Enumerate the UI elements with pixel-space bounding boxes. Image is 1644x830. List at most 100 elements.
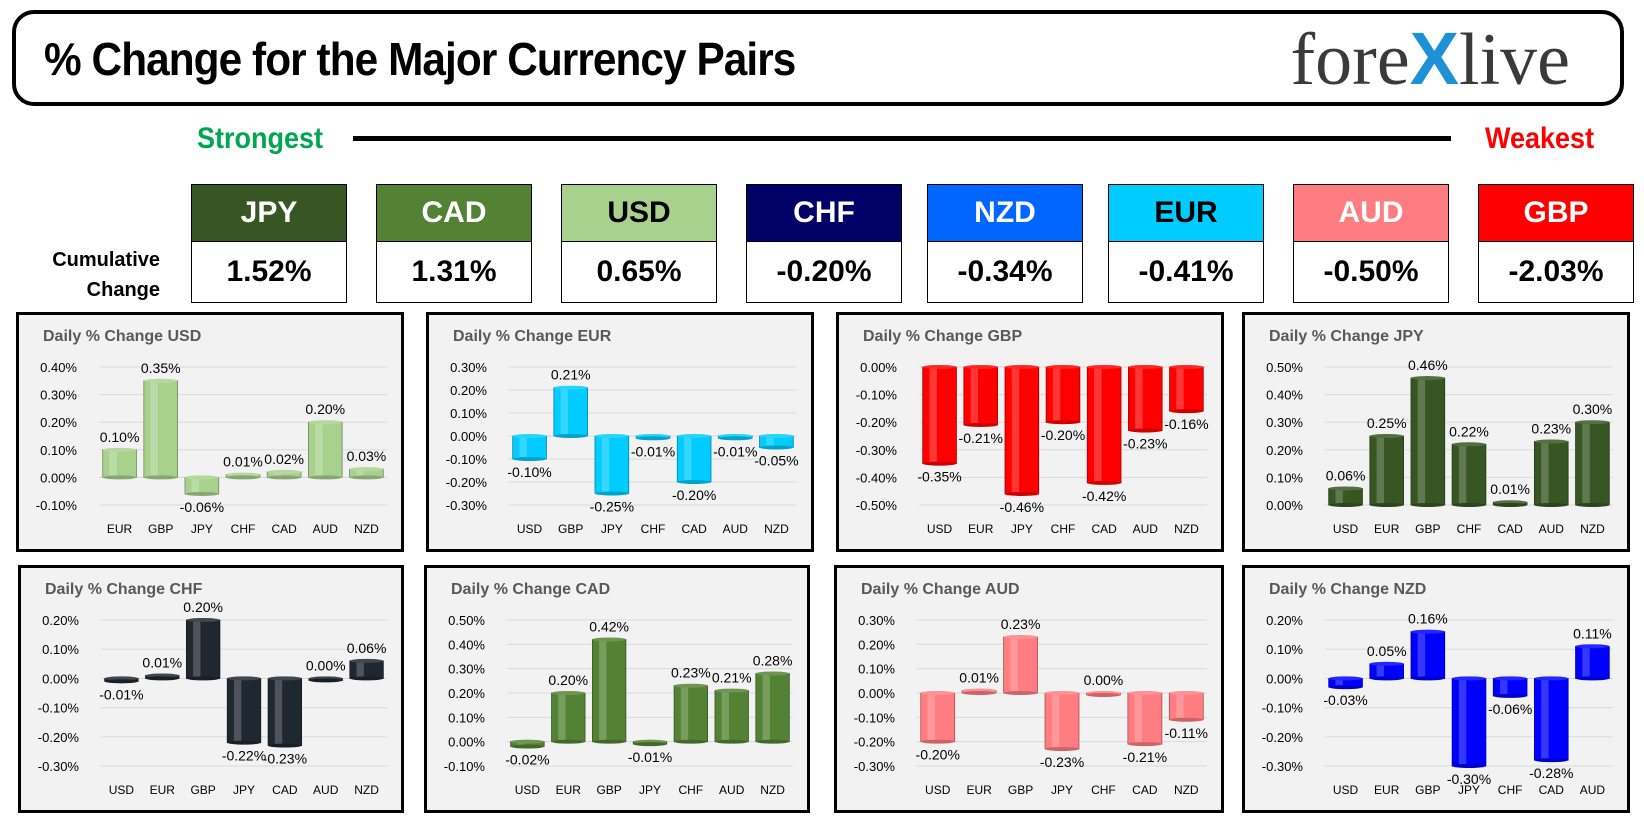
chart-panel-aud: Daily % Change AUD -0.30% -0.20% -0.10% 0.00… (834, 565, 1224, 813)
bar-nzd (1168, 691, 1204, 722)
y-tick-label: 0.20% (40, 415, 77, 430)
data-label: -0.30% (1447, 771, 1491, 787)
data-label: -0.20% (916, 747, 960, 763)
bar-nzd (1169, 365, 1204, 414)
x-tick-label: EUR (1374, 783, 1400, 797)
bar-cad (1127, 691, 1163, 747)
x-tick-label: USD (927, 522, 953, 536)
data-label: 0.46% (1408, 357, 1448, 373)
data-label: 0.01% (1490, 481, 1530, 497)
x-tick-label: AUD (723, 522, 749, 536)
y-tick-label: 0.10% (1266, 642, 1303, 657)
data-label: -0.20% (672, 487, 716, 503)
bar-gbp (185, 618, 221, 681)
currency-code: GBP (1479, 185, 1633, 242)
page-title: % Change for the Major Currency Pairs (44, 33, 796, 85)
currency-code: JPY (192, 185, 346, 242)
x-tick-label: USD (109, 783, 135, 797)
bar-chf (225, 472, 261, 480)
currency-box-nzd: NZD -0.34% (927, 184, 1083, 303)
y-tick-label: 0.50% (448, 613, 485, 628)
y-tick-label: 0.30% (1266, 415, 1303, 430)
y-tick-label: 0.00% (860, 360, 897, 375)
y-tick-label: -0.50% (856, 498, 898, 513)
x-tick-label: AUD (313, 522, 339, 536)
data-label: 0.11% (1573, 625, 1612, 641)
bar-cad (266, 469, 302, 480)
bar-jpy (184, 475, 220, 496)
data-label: -0.46% (1000, 499, 1044, 515)
data-label: 0.10% (100, 429, 140, 445)
bar-aud (1128, 365, 1163, 433)
data-label: 0.06% (1326, 467, 1366, 483)
y-tick-label: 0.20% (448, 686, 485, 701)
y-tick-label: 0.30% (40, 388, 77, 403)
bar-usd (104, 676, 139, 684)
data-label: -0.23% (1123, 435, 1167, 451)
chart-panel-usd: Daily % Change USD -0.10% 0.00% 0.10% 0.20% 0… (16, 312, 404, 552)
x-tick-label: NZD (1580, 522, 1605, 536)
data-label: 0.01% (959, 670, 999, 686)
y-tick-label: -0.10% (446, 452, 488, 467)
bar-gbp (591, 637, 627, 744)
y-tick-label: 0.40% (1266, 388, 1303, 403)
bar-chart: Daily % Change NZD -0.30% -0.20% -0.10% 0.00… (1262, 581, 1613, 797)
x-tick-label: JPY (1011, 522, 1033, 536)
data-label: 0.30% (1573, 401, 1613, 417)
data-label: 0.01% (142, 654, 182, 670)
x-tick-label: USD (517, 522, 543, 536)
x-tick-label: USD (1333, 522, 1359, 536)
y-tick-label: 0.00% (1266, 498, 1303, 513)
cumulative-change-label: Cumulative Change (52, 249, 160, 301)
x-tick-label: EUR (107, 522, 133, 536)
y-tick-label: -0.10% (856, 388, 898, 403)
bar-aud (308, 676, 343, 683)
bar-chf (1045, 365, 1081, 425)
data-label: 0.20% (305, 401, 345, 417)
x-tick-label: CHF (1457, 522, 1482, 536)
data-label: 0.21% (712, 670, 752, 686)
x-tick-label: CHF (641, 522, 666, 536)
chart-panel-nzd: Daily % Change NZD -0.30% -0.20% -0.10% 0.00… (1242, 565, 1630, 813)
cumulative-value: -0.34% (928, 242, 1082, 302)
chart-title: Daily % Change EUR (453, 328, 612, 345)
y-tick-label: 0.20% (1266, 613, 1303, 628)
data-label: -0.21% (959, 430, 1003, 446)
x-tick-label: CHF (679, 783, 704, 797)
bar-usd (1328, 676, 1363, 690)
currency-code: NZD (928, 185, 1082, 242)
currency-code: CAD (377, 185, 531, 242)
y-tick-label: 0.10% (448, 710, 485, 725)
data-label: -0.10% (507, 464, 551, 480)
x-tick-label: JPY (233, 783, 255, 797)
y-tick-label: -0.30% (38, 759, 80, 774)
data-label: -0.02% (505, 752, 549, 768)
y-tick-label: 0.30% (858, 613, 895, 628)
data-label: 0.20% (183, 599, 223, 615)
x-tick-label: AUD (719, 783, 745, 797)
y-tick-label: -0.20% (1262, 730, 1304, 745)
data-label: -0.20% (1041, 427, 1085, 443)
data-label: -0.23% (263, 751, 307, 767)
data-label: -0.35% (917, 469, 961, 485)
x-tick-label: JPY (191, 522, 213, 536)
data-label: 0.23% (1531, 421, 1571, 437)
data-label: -0.23% (1040, 754, 1084, 770)
data-label: -0.16% (1164, 416, 1208, 432)
data-label: 0.02% (264, 451, 304, 467)
x-tick-label: EUR (556, 783, 582, 797)
x-tick-label: CAD (1539, 783, 1565, 797)
data-label: -0.21% (1123, 749, 1167, 765)
bar-eur (1369, 661, 1404, 681)
x-tick-label: CAD (1132, 783, 1158, 797)
x-tick-label: GBP (148, 522, 173, 536)
data-label: 0.01% (223, 454, 263, 470)
chart-panel-jpy: Daily % Change JPY 0.00% 0.10% 0.20% 0.30% 0.… (1242, 312, 1630, 552)
header-banner: % Change for the Major Currency Pairs fo… (12, 10, 1624, 106)
bar-usd (512, 434, 547, 461)
x-tick-label: CAD (1497, 522, 1523, 536)
x-tick-label: USD (515, 783, 541, 797)
bar-cad (1492, 500, 1528, 507)
bar-nzd (1575, 420, 1610, 507)
x-tick-label: NZD (760, 783, 785, 797)
